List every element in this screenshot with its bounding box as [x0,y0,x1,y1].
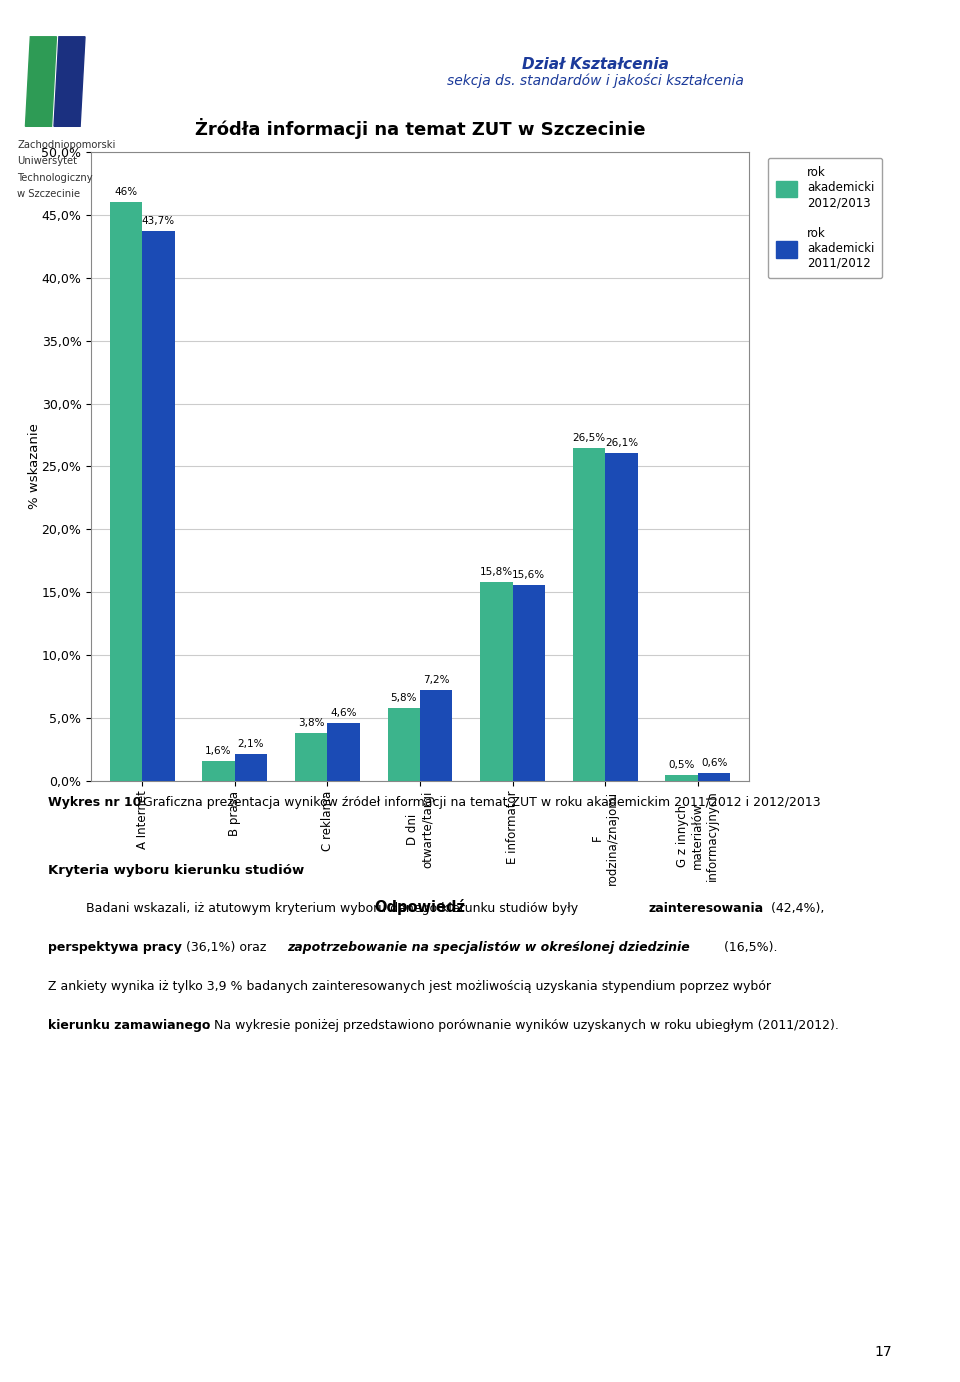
Bar [235,755,267,781]
Text: kierunku zamawianego: kierunku zamawianego [48,1019,210,1031]
Bar [573,448,605,781]
Text: 43,7%: 43,7% [142,216,175,227]
Text: Wykres nr 10: Wykres nr 10 [48,796,141,808]
Bar [698,774,731,781]
Text: 0,6%: 0,6% [701,759,728,768]
Text: 2,1%: 2,1% [238,739,264,749]
Text: 26,1%: 26,1% [605,438,638,448]
Text: . Na wykresie poniżej przedstawiono porównanie wyników uzyskanych w roku ubiegły: . Na wykresie poniżej przedstawiono poró… [205,1019,838,1031]
Text: 5,8%: 5,8% [391,692,417,703]
Text: 26,5%: 26,5% [572,433,606,442]
Text: zapotrzebowanie na specjalistów w określonej dziedzinie: zapotrzebowanie na specjalistów w określ… [287,941,689,954]
Text: w Szczecinie: w Szczecinie [17,189,81,199]
X-axis label: Odpowiedź: Odpowiedź [374,898,466,915]
Text: 4,6%: 4,6% [330,708,357,719]
Bar [665,774,698,781]
Bar [142,231,175,781]
Text: 0,5%: 0,5% [668,760,695,770]
Text: 1,6%: 1,6% [205,746,231,756]
Text: sekcja ds. standardów i jakości kształcenia: sekcja ds. standardów i jakości kształce… [446,73,744,88]
Bar [480,582,513,781]
Title: Żródła informacji na temat ZUT w Szczecinie: Żródła informacji na temat ZUT w Szczeci… [195,119,645,140]
Text: Uniwersytet: Uniwersytet [17,156,77,166]
Text: Zachodniopomorski: Zachodniopomorski [17,140,115,149]
Bar [109,202,142,781]
Bar [295,732,327,781]
Text: Z ankiety wynika iż tylko 3,9 % badanych zainteresowanych jest możliwością uzysk: Z ankiety wynika iż tylko 3,9 % badanych… [48,980,771,992]
Bar [327,723,360,781]
Text: Technologiczny: Technologiczny [17,173,93,182]
Text: 46%: 46% [114,188,137,198]
Text: 15,8%: 15,8% [480,567,513,578]
Text: perspektywa pracy: perspektywa pracy [48,941,181,954]
Text: Kryteria wyboru kierunku studiów: Kryteria wyboru kierunku studiów [48,864,304,876]
Bar [605,452,637,781]
Text: 17: 17 [875,1345,892,1359]
Text: (16,5%).: (16,5%). [720,941,778,954]
Text: Graficzna prezentacja wyników źródeł informacji na temat ZUT w roku akademickim : Graficzna prezentacja wyników źródeł inf… [139,796,821,808]
Text: Dział Kształcenia: Dział Kształcenia [522,57,668,72]
Text: (42,4%),: (42,4%), [767,902,825,915]
Text: zainteresowania: zainteresowania [649,902,764,915]
Text: 3,8%: 3,8% [298,719,324,728]
Y-axis label: % wskazanie: % wskazanie [28,423,41,510]
Text: Badani wskazali, iż atutowym kryterium wyboru danego kierunku studiów były: Badani wskazali, iż atutowym kryterium w… [86,902,583,915]
Text: (36,1%) oraz: (36,1%) oraz [181,941,271,954]
Bar [203,760,235,781]
Legend: rok
akademicki
2012/2013, rok
akademicki
2011/2012: rok akademicki 2012/2013, rok akademicki… [768,158,882,278]
Polygon shape [54,37,85,126]
Polygon shape [25,37,57,126]
Text: 15,6%: 15,6% [513,569,545,579]
Bar [388,708,420,781]
Text: 7,2%: 7,2% [423,676,449,685]
Bar [513,585,545,781]
Bar [420,690,452,781]
